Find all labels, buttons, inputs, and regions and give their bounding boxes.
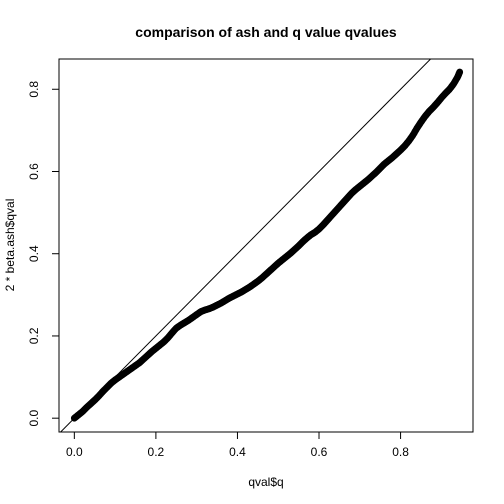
y-tick-label: 0.8 (27, 81, 41, 98)
x-tick-label: 0.4 (229, 445, 246, 459)
y-tick-label: 0.4 (27, 245, 41, 262)
y-tick-label: 0.2 (27, 327, 41, 344)
y-axis-label: 2 * beta.ash$qval (3, 199, 17, 292)
y-tick-label: 0.0 (27, 410, 41, 427)
x-tick-label: 0.0 (66, 445, 83, 459)
data-points (70, 68, 464, 422)
x-tick-label: 0.2 (148, 445, 165, 459)
reference-line-layer (59, 59, 432, 432)
y-axis: 0.0 0.2 0.4 0.6 0.8 (27, 81, 60, 427)
reference-line (59, 59, 432, 432)
data-point (456, 68, 464, 76)
y-tick-label: 0.6 (27, 163, 41, 180)
x-axis: 0.0 0.2 0.4 0.6 0.8 (66, 431, 409, 459)
chart-title: comparison of ash and q value qvalues (135, 24, 397, 40)
x-tick-label: 0.6 (311, 445, 328, 459)
x-axis-label: qval$q (248, 475, 283, 489)
x-tick-label: 0.8 (392, 445, 409, 459)
